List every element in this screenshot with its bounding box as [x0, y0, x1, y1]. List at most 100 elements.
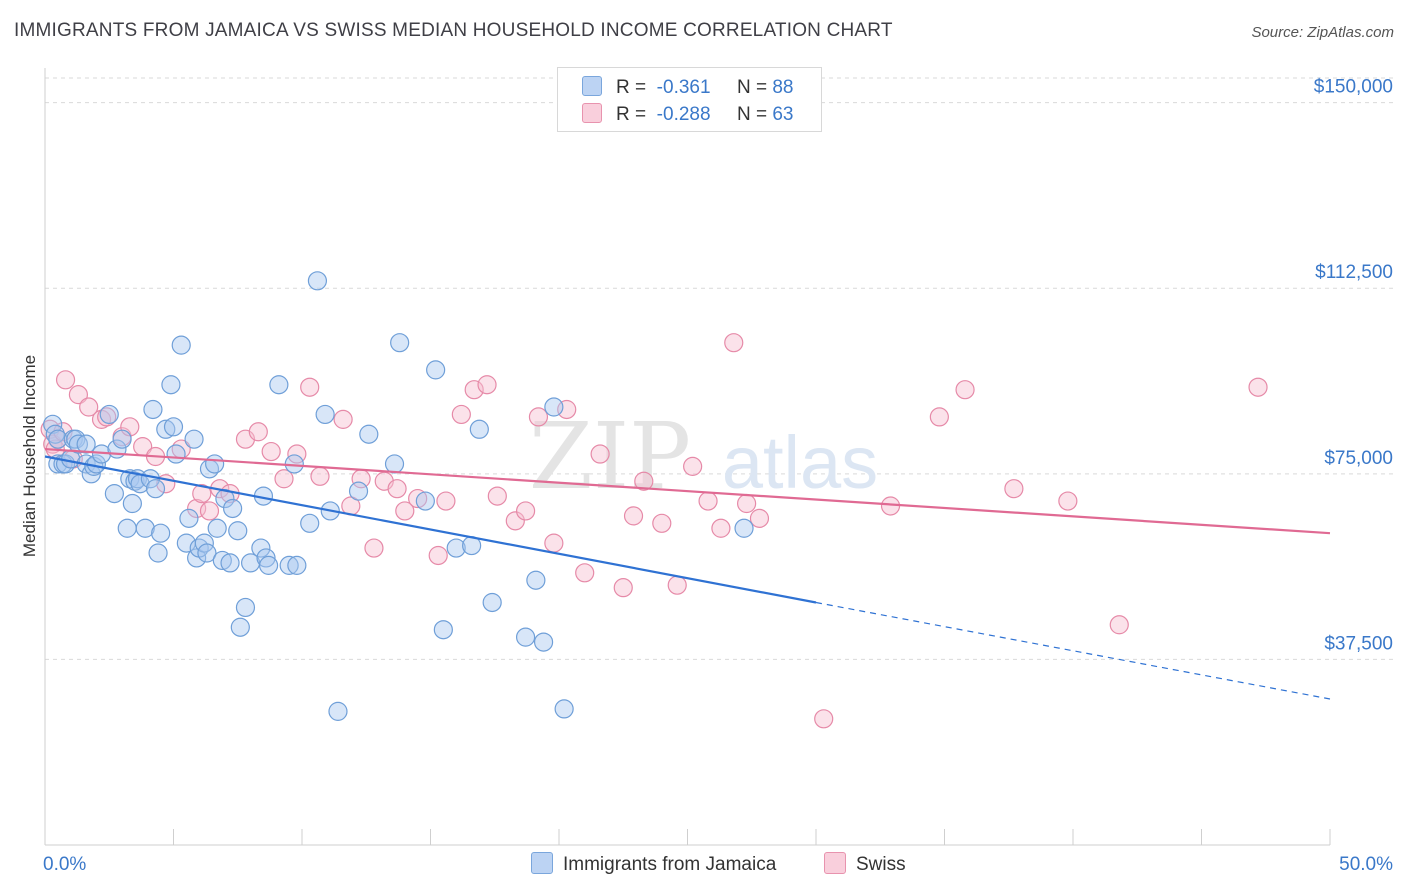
jamaica-point [482, 592, 502, 613]
jamaica-point [426, 360, 446, 380]
swiss-point [477, 375, 497, 395]
legend-swatch-jamaica [582, 76, 602, 96]
jamaica-point [269, 375, 289, 395]
legend-swatch-swiss [582, 103, 602, 123]
swiss-point [711, 518, 731, 538]
swiss-point [408, 488, 428, 509]
swiss-point [724, 333, 744, 353]
legend-n-value: 63 [772, 104, 794, 125]
y-tick-label: $112,500 [1315, 262, 1393, 283]
jamaica-point [151, 523, 171, 543]
swiss-point [749, 508, 770, 528]
swiss-point [528, 407, 549, 427]
swiss-point [955, 380, 975, 400]
swiss-point [737, 493, 757, 514]
swiss-point [364, 538, 384, 558]
jamaica-point [256, 548, 276, 568]
jamaica-point [526, 570, 546, 590]
swiss-point [97, 407, 117, 427]
swiss-point [310, 466, 330, 486]
jamaica-point [348, 481, 369, 501]
jamaica-point [384, 454, 405, 474]
swiss-point [436, 491, 456, 511]
jamaica-point [251, 538, 271, 558]
swiss-point [1248, 377, 1268, 397]
swiss-point [505, 511, 525, 531]
swiss-point [428, 545, 448, 566]
bottom-legend-label-jamaica: Immigrants from Jamaica [563, 854, 777, 875]
bottom-legend-swiss: Swiss [824, 852, 906, 876]
source-label: Source: ZipAtlas.com [1251, 24, 1394, 41]
swiss-point [880, 496, 901, 516]
jamaica-point [307, 271, 328, 291]
jamaica-point [156, 419, 176, 439]
jamaica-point [166, 444, 186, 464]
y-axis-label: Median Household Income [20, 355, 39, 557]
jamaica-point [415, 491, 435, 511]
jamaica-point [446, 538, 466, 558]
swiss-point [55, 370, 76, 390]
jamaica-trend-extension [815, 601, 1331, 700]
swiss-point [544, 533, 564, 553]
swiss-point [575, 563, 595, 583]
jamaica-point [223, 498, 243, 519]
jamaica-point [68, 434, 89, 454]
jamaica-point [300, 513, 320, 533]
swiss-point [487, 486, 507, 506]
bottom-legend-label-swiss: Swiss [856, 854, 906, 875]
jamaica-point [122, 493, 142, 514]
swiss-point [300, 377, 320, 397]
legend-n-label: N = [736, 104, 768, 125]
y-tick-label: $37,500 [1324, 633, 1393, 654]
jamaica-point [143, 399, 163, 420]
y-tick-label: $75,000 [1324, 448, 1393, 469]
swiss-point [1109, 615, 1129, 635]
jamaica-point [145, 479, 166, 499]
swiss-point [1058, 491, 1078, 511]
jamaica-point [220, 553, 240, 573]
swiss-point [464, 380, 484, 400]
y-tick-label: $150,000 [1314, 77, 1393, 98]
jamaica-point [230, 617, 250, 637]
jamaica-point [554, 699, 574, 719]
jamaica-point [45, 424, 65, 444]
swiss-point [192, 484, 212, 504]
jamaica-point [117, 518, 137, 538]
watermark-zip: ZIP [529, 403, 691, 510]
swiss-point [248, 422, 268, 442]
swiss-point [683, 456, 703, 476]
swiss-point [395, 501, 415, 521]
jamaica-point [207, 518, 227, 538]
jamaica-point [76, 434, 96, 454]
swiss-point [451, 404, 471, 425]
swiss-point [623, 506, 644, 526]
jamaica-point [197, 543, 217, 563]
swiss-point [68, 385, 89, 405]
bottom-legend-swatch-swiss [824, 852, 846, 874]
jamaica-point [163, 417, 184, 437]
jamaica-point [734, 518, 754, 538]
swiss-point [590, 444, 610, 464]
swiss-point [1004, 479, 1024, 499]
bottom-legend-jamaica: Immigrants from Jamaica [531, 852, 776, 876]
swiss-point [667, 575, 687, 595]
jamaica-point [235, 597, 256, 618]
swiss-point [613, 578, 633, 598]
swiss-point [387, 479, 407, 499]
jamaica-trend-line [44, 455, 817, 604]
jamaica-point [184, 429, 204, 449]
swiss-points [40, 333, 1268, 729]
x-tick-label: 0.0% [43, 854, 86, 875]
jamaica-point [228, 521, 248, 541]
legend-n-label: N = [736, 77, 768, 98]
swiss-point [274, 469, 294, 489]
jamaica-point [112, 429, 132, 449]
jamaica-point [205, 454, 225, 474]
legend-r-value: -0.361 [656, 77, 711, 98]
swiss-point [814, 709, 834, 729]
grid-lines [45, 77, 1395, 660]
watermark: ZIP atlas [529, 403, 878, 510]
jamaica-point [135, 518, 155, 538]
legend-r-label: R = [616, 77, 647, 98]
jamaica-point [99, 404, 119, 425]
